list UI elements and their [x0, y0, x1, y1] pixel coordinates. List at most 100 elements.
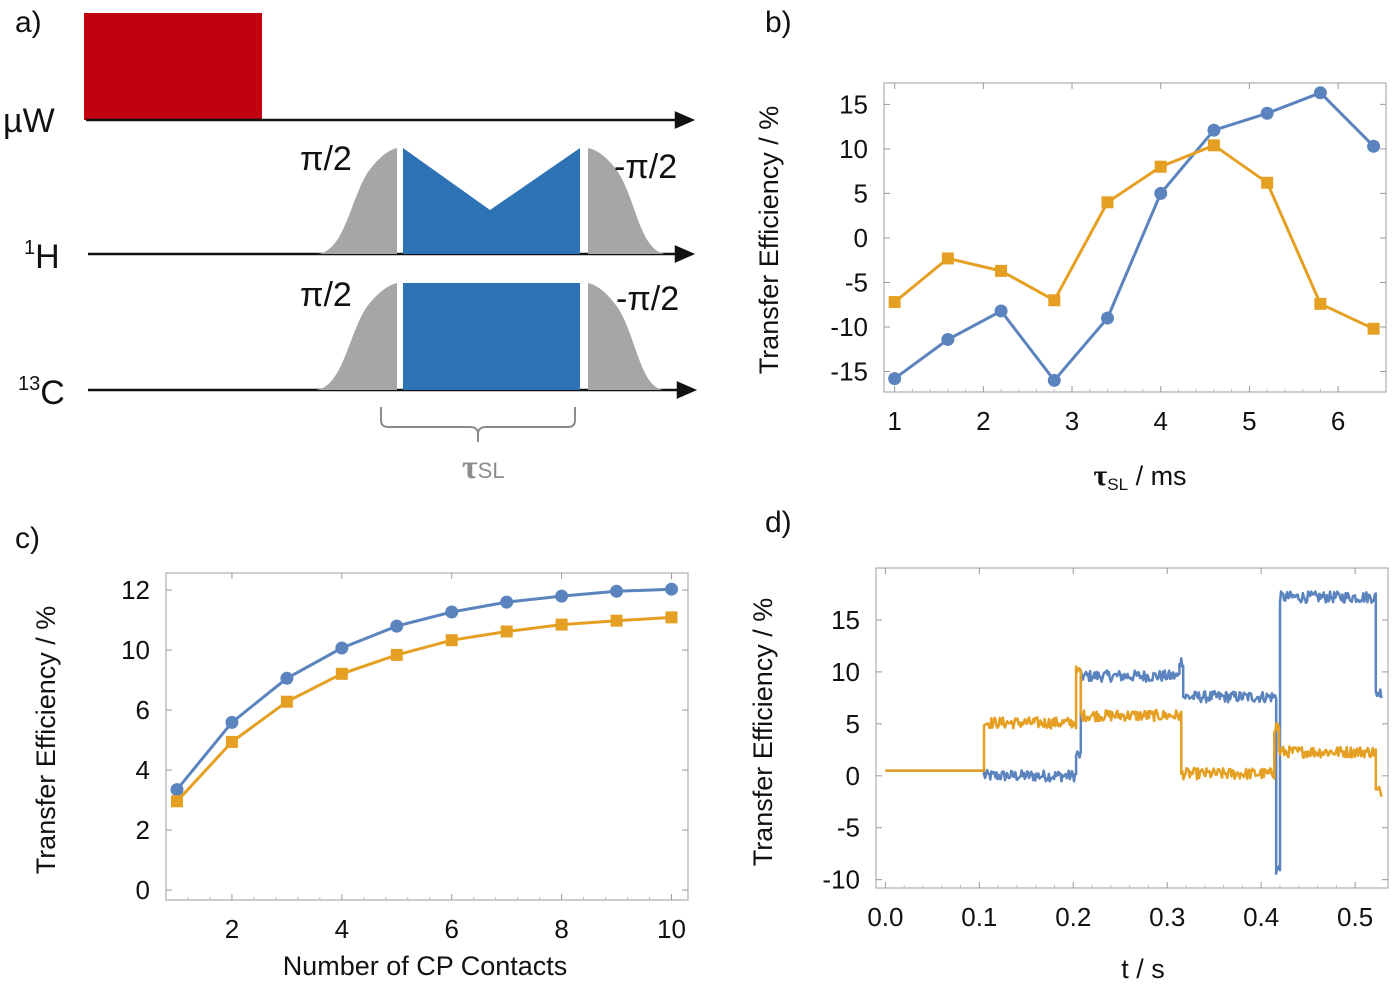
series-blue: [885, 590, 1383, 875]
data-point-circle: [888, 372, 902, 386]
data-point-circle: [445, 605, 459, 619]
data-point-square: [1048, 294, 1061, 307]
x-tick-label: 2: [225, 914, 239, 944]
data-point-square: [888, 296, 901, 309]
chart-panel-b: b) 1 2 3 4 5 6 -15 -10 -5 0 5 10 15 Transfer Efficienc…: [754, 6, 1387, 494]
data-point-circle: [1101, 311, 1115, 325]
data-point-circle: [1207, 123, 1221, 137]
x-tick-label: 2: [976, 406, 990, 436]
y-tick-label: 4: [136, 755, 150, 785]
y-axis-label: Transfer Efficiency / %: [748, 598, 778, 867]
data-point-square: [995, 264, 1008, 277]
series-line: [175, 615, 672, 803]
c13-pi2-shaped-pulse: [316, 283, 397, 390]
x-tick-label: 0.2: [1055, 902, 1091, 932]
y-axis-label: Transfer Efficiency / %: [31, 606, 61, 875]
x-tick-label: 0.5: [1337, 902, 1373, 932]
data-point-circle: [280, 671, 294, 685]
x-tick-label: 3: [1065, 406, 1079, 436]
series-trace: [885, 590, 1383, 875]
panel-label: d): [765, 506, 792, 539]
arrow-icon: [674, 111, 696, 129]
x-tick-label: 10: [657, 914, 686, 944]
x-tick-label: 5: [1242, 406, 1256, 436]
series-blue: [888, 86, 1381, 387]
data-point-square: [280, 695, 293, 708]
x-tick-label: 0.0: [867, 902, 903, 932]
y-tick-label: 0: [136, 875, 150, 905]
tau-sl-label: τSL: [462, 449, 505, 486]
data-point-square: [610, 614, 623, 627]
y-tick-label: -10: [822, 865, 860, 895]
panel-label-a: a): [15, 6, 42, 39]
data-point-circle: [555, 589, 569, 603]
data-point-square: [1314, 297, 1327, 310]
h1-minus-pi2-shaped-pulse: [588, 148, 665, 254]
y-tick-label: 2: [136, 815, 150, 845]
x-tick-label: 4: [1153, 406, 1167, 436]
y-tick-label: 0: [846, 761, 860, 791]
plot-frame: [875, 567, 1389, 889]
series-line: [893, 91, 1375, 383]
y-tick-label: -5: [837, 813, 860, 843]
x-tick-label: 4: [335, 914, 349, 944]
y-tick-label: -10: [830, 312, 868, 342]
y-axis-label: Transfer Efficiency / %: [754, 106, 784, 375]
data-point-square: [665, 611, 678, 624]
chart-panel-d: d) 0.0 0.1 0.2 0.3 0.4 0.5 -10 -5 0 5 10 15 Transfer …: [748, 506, 1389, 984]
y-tick-label: 10: [831, 657, 860, 687]
pulse-label-pi2-h: π/2: [300, 140, 352, 178]
x-tick-label: 8: [554, 914, 568, 944]
data-point-circle: [225, 715, 239, 729]
x-axis-label: τSL / ms: [1093, 459, 1186, 494]
channel-label-13c: 13C: [18, 373, 65, 412]
data-point-square: [941, 252, 954, 265]
microwave-pulse: [84, 13, 262, 120]
y-tick-label: 0: [854, 223, 868, 253]
series-line: [175, 587, 672, 791]
h1-spinlock-ramp-pulse: [403, 148, 580, 254]
pulse-label-minus-pi2-h: -π/2: [614, 148, 677, 186]
data-point-square: [1367, 322, 1380, 335]
arrow-icon: [674, 245, 696, 263]
x-tick-label: 1: [887, 406, 901, 436]
data-point-square: [445, 634, 458, 647]
series-orange: [170, 611, 678, 808]
data-point-square: [225, 735, 238, 748]
series-orange: [885, 665, 1383, 797]
y-tick-label: 5: [854, 178, 868, 208]
x-axis-label: Number of CP Contacts: [283, 951, 568, 981]
data-point-circle: [1260, 106, 1274, 120]
panel-label: c): [15, 522, 40, 555]
channel-label-1h: 1H: [24, 237, 60, 276]
panel-a-pulse-sequence: a) µW 1H 13C π/2 -π/2 π/2 -π/2 τSL: [3, 6, 698, 486]
data-point-circle: [1154, 186, 1168, 200]
tau-sl-bracket: [380, 407, 576, 442]
data-point-circle: [1313, 86, 1327, 100]
data-point-circle: [610, 584, 624, 598]
x-tick-label: 0.3: [1149, 902, 1185, 932]
channel-label-uw: µW: [3, 102, 55, 140]
c13-spinlock-pulse: [403, 283, 580, 390]
data-point-square: [390, 648, 403, 661]
data-point-square: [1154, 160, 1167, 173]
data-point-square: [335, 667, 348, 680]
series-blue: [170, 582, 679, 797]
data-point-circle: [500, 595, 514, 609]
c13-minus-pi2-shaped-pulse: [588, 283, 663, 390]
chart-panel-c: c) 2 4 6 8 10 0 2 4 6 10 12 Transfer Efficiency / % N…: [15, 522, 689, 981]
data-point-square: [555, 618, 568, 631]
y-tick-label: 5: [846, 709, 860, 739]
y-tick-label: 6: [136, 695, 150, 725]
pulse-label-minus-pi2-c: -π/2: [616, 280, 679, 318]
data-point-square: [500, 625, 513, 638]
data-point-circle: [941, 332, 955, 346]
series-line: [893, 143, 1375, 331]
data-point-circle: [390, 619, 404, 633]
y-tick-label: 10: [121, 635, 150, 665]
y-tick-label: 15: [839, 89, 868, 119]
data-point-circle: [335, 641, 349, 655]
h1-pi2-shaped-pulse: [318, 148, 397, 254]
series-orange: [888, 139, 1380, 335]
